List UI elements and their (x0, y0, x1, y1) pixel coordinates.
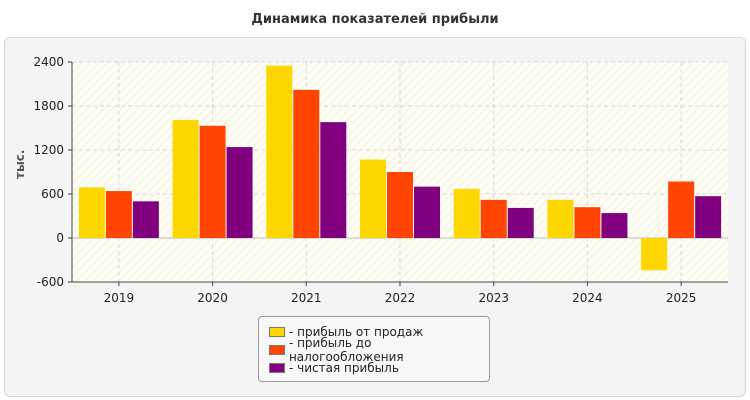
bar-2022-series-2 (387, 172, 413, 238)
legend-label: - прибыль до налогообложения (288, 336, 404, 364)
bar-2019-series-2 (105, 191, 132, 238)
bar-2025-series-1 (641, 238, 668, 271)
x-tick-label: 2021 (291, 291, 322, 305)
bar-2020-series-3 (226, 147, 253, 238)
x-tick-label: 2022 (385, 291, 416, 305)
legend-item-pretax-profit: - прибыль до налогообложения (269, 336, 489, 364)
bar-2023-series-3 (507, 207, 534, 238)
bar-2025-series-3 (695, 196, 722, 238)
y-tick-label: 0 (56, 231, 64, 245)
bar-2024-series-1 (547, 199, 574, 238)
y-tick-label: 1800 (33, 99, 64, 113)
y-tick-label: 2400 (33, 55, 64, 69)
bar-2022-series-1 (360, 159, 386, 238)
y-tick-label: 600 (41, 187, 64, 201)
legend-label: - чистая прибыль (289, 361, 399, 375)
x-tick-label: 2019 (104, 291, 135, 305)
legend-item-sales-profit: - прибыль от продаж (269, 323, 489, 341)
bar-2020-series-1 (172, 119, 199, 238)
y-axis-label: тыс. (13, 149, 27, 179)
x-tick-label: 2024 (572, 291, 603, 305)
legend-swatch (269, 327, 285, 337)
y-tick-label: -600 (37, 275, 64, 289)
bar-2020-series-2 (199, 125, 226, 238)
legend-item-net-profit: - чистая прибыль (269, 359, 489, 377)
bar-2025-series-2 (668, 181, 695, 238)
bar-2021-series-3 (320, 122, 347, 238)
bar-2024-series-2 (574, 207, 601, 238)
bar-2021-series-1 (266, 65, 293, 239)
bar-2019-series-1 (78, 187, 105, 238)
bar-2023-series-2 (480, 199, 507, 238)
bar-2023-series-1 (453, 188, 480, 238)
x-tick-label: 2023 (478, 291, 509, 305)
legend-swatch (269, 363, 285, 373)
bar-2024-series-3 (601, 213, 628, 238)
bar-2022-series-3 (414, 186, 440, 238)
x-tick-label: 2025 (666, 291, 697, 305)
y-tick-label: 1200 (33, 143, 64, 157)
x-tick-label: 2020 (197, 291, 228, 305)
chart-title: Динамика показателей прибыли (251, 12, 499, 27)
legend: - прибыль от продаж - прибыль до налогоо… (258, 316, 490, 382)
legend-swatch (269, 345, 285, 355)
bar-2021-series-2 (293, 89, 320, 238)
legend-label: - прибыль от продаж (289, 325, 424, 339)
bar-2019-series-3 (132, 201, 159, 238)
